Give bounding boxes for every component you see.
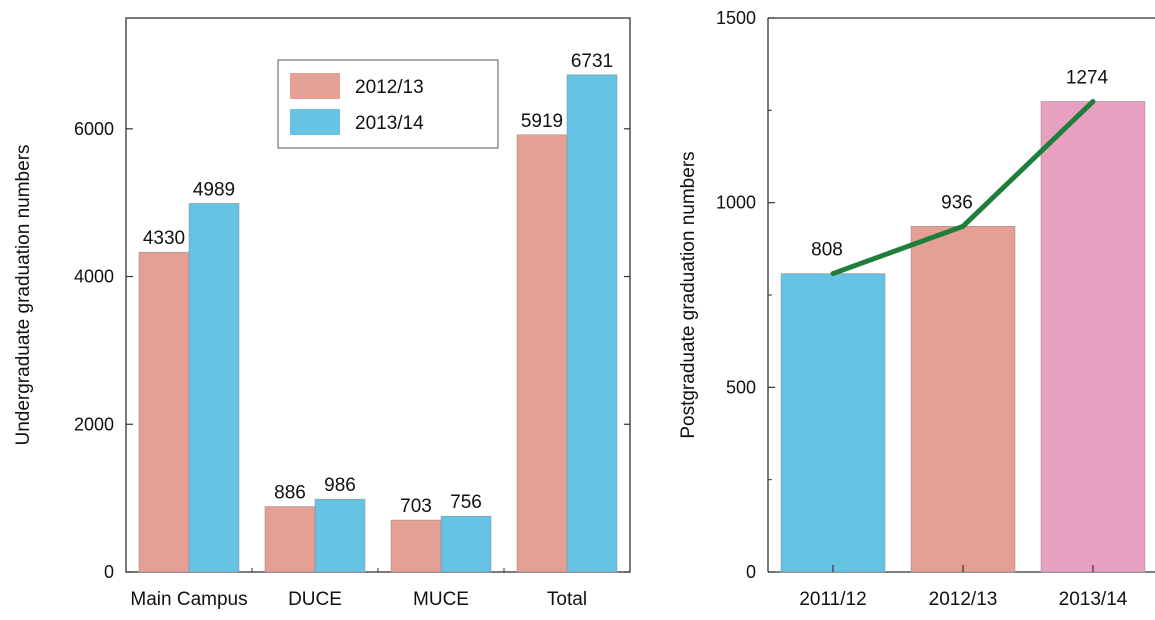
bar-2012/13 xyxy=(516,134,568,573)
bar-2012/13 xyxy=(264,506,316,573)
postgraduate-chart: 0 500 1000 1500 Postgraduate graduation numb… xyxy=(678,8,1155,610)
y-axis-label: Postgraduate graduation numbers xyxy=(678,151,699,438)
trend-line xyxy=(830,98,1096,277)
y-tick-label: 6000 xyxy=(74,119,114,139)
x-tick-label: DUCE xyxy=(288,589,342,610)
x-tick-label: 2011/12 xyxy=(799,589,866,610)
x-tick-label: Total xyxy=(547,589,587,610)
bar-2012/13 xyxy=(910,226,1016,573)
bar-2013/14 xyxy=(440,515,492,573)
x-tick-label: Main Campus xyxy=(130,589,247,610)
data-label: 986 xyxy=(324,475,356,496)
y-tick-label: 2000 xyxy=(74,414,114,434)
data-label: 4989 xyxy=(193,179,235,200)
bar-2013/14 xyxy=(314,498,366,573)
bar-2013/14 xyxy=(566,74,618,573)
data-label: 703 xyxy=(400,496,432,517)
data-label: 936 xyxy=(941,192,973,213)
y-tick-label: 500 xyxy=(726,377,756,397)
legend: 2012/13 2013/14 xyxy=(277,59,499,149)
x-tick-label: 2012/13 xyxy=(929,589,998,610)
data-label: 886 xyxy=(274,483,306,504)
y-tick-label: 1500 xyxy=(716,8,756,28)
legend-swatch xyxy=(290,73,340,99)
bar-2012/13 xyxy=(138,251,190,573)
bar-2013/14 xyxy=(188,203,240,573)
undergraduate-chart: 0 2000 4000 6000 Undergraduate graduation nu… xyxy=(13,17,631,610)
data-label: 1274 xyxy=(1066,67,1109,88)
legend-swatch xyxy=(290,109,340,135)
legend-label: 2012/13 xyxy=(355,77,424,98)
bar-2012/13 xyxy=(390,519,442,573)
x-tick-label: MUCE xyxy=(413,589,469,610)
legend-label: 2013/14 xyxy=(355,113,424,134)
y-tick-label: 4000 xyxy=(74,267,114,287)
y-tick-label: 0 xyxy=(746,562,756,582)
data-label: 6731 xyxy=(571,51,613,72)
data-label: 808 xyxy=(811,240,843,261)
x-tick-label: 2013/14 xyxy=(1059,589,1128,610)
data-label: 4330 xyxy=(143,228,185,249)
y-tick-label: 0 xyxy=(104,562,114,582)
data-label: 5919 xyxy=(521,111,563,132)
bar-2013/14 xyxy=(1040,101,1146,573)
bar-2011/12 xyxy=(780,273,886,573)
y-axis-label: Undergraduate graduation numbers xyxy=(13,144,34,445)
data-label: 756 xyxy=(450,492,482,513)
y-tick-label: 1000 xyxy=(716,193,756,213)
